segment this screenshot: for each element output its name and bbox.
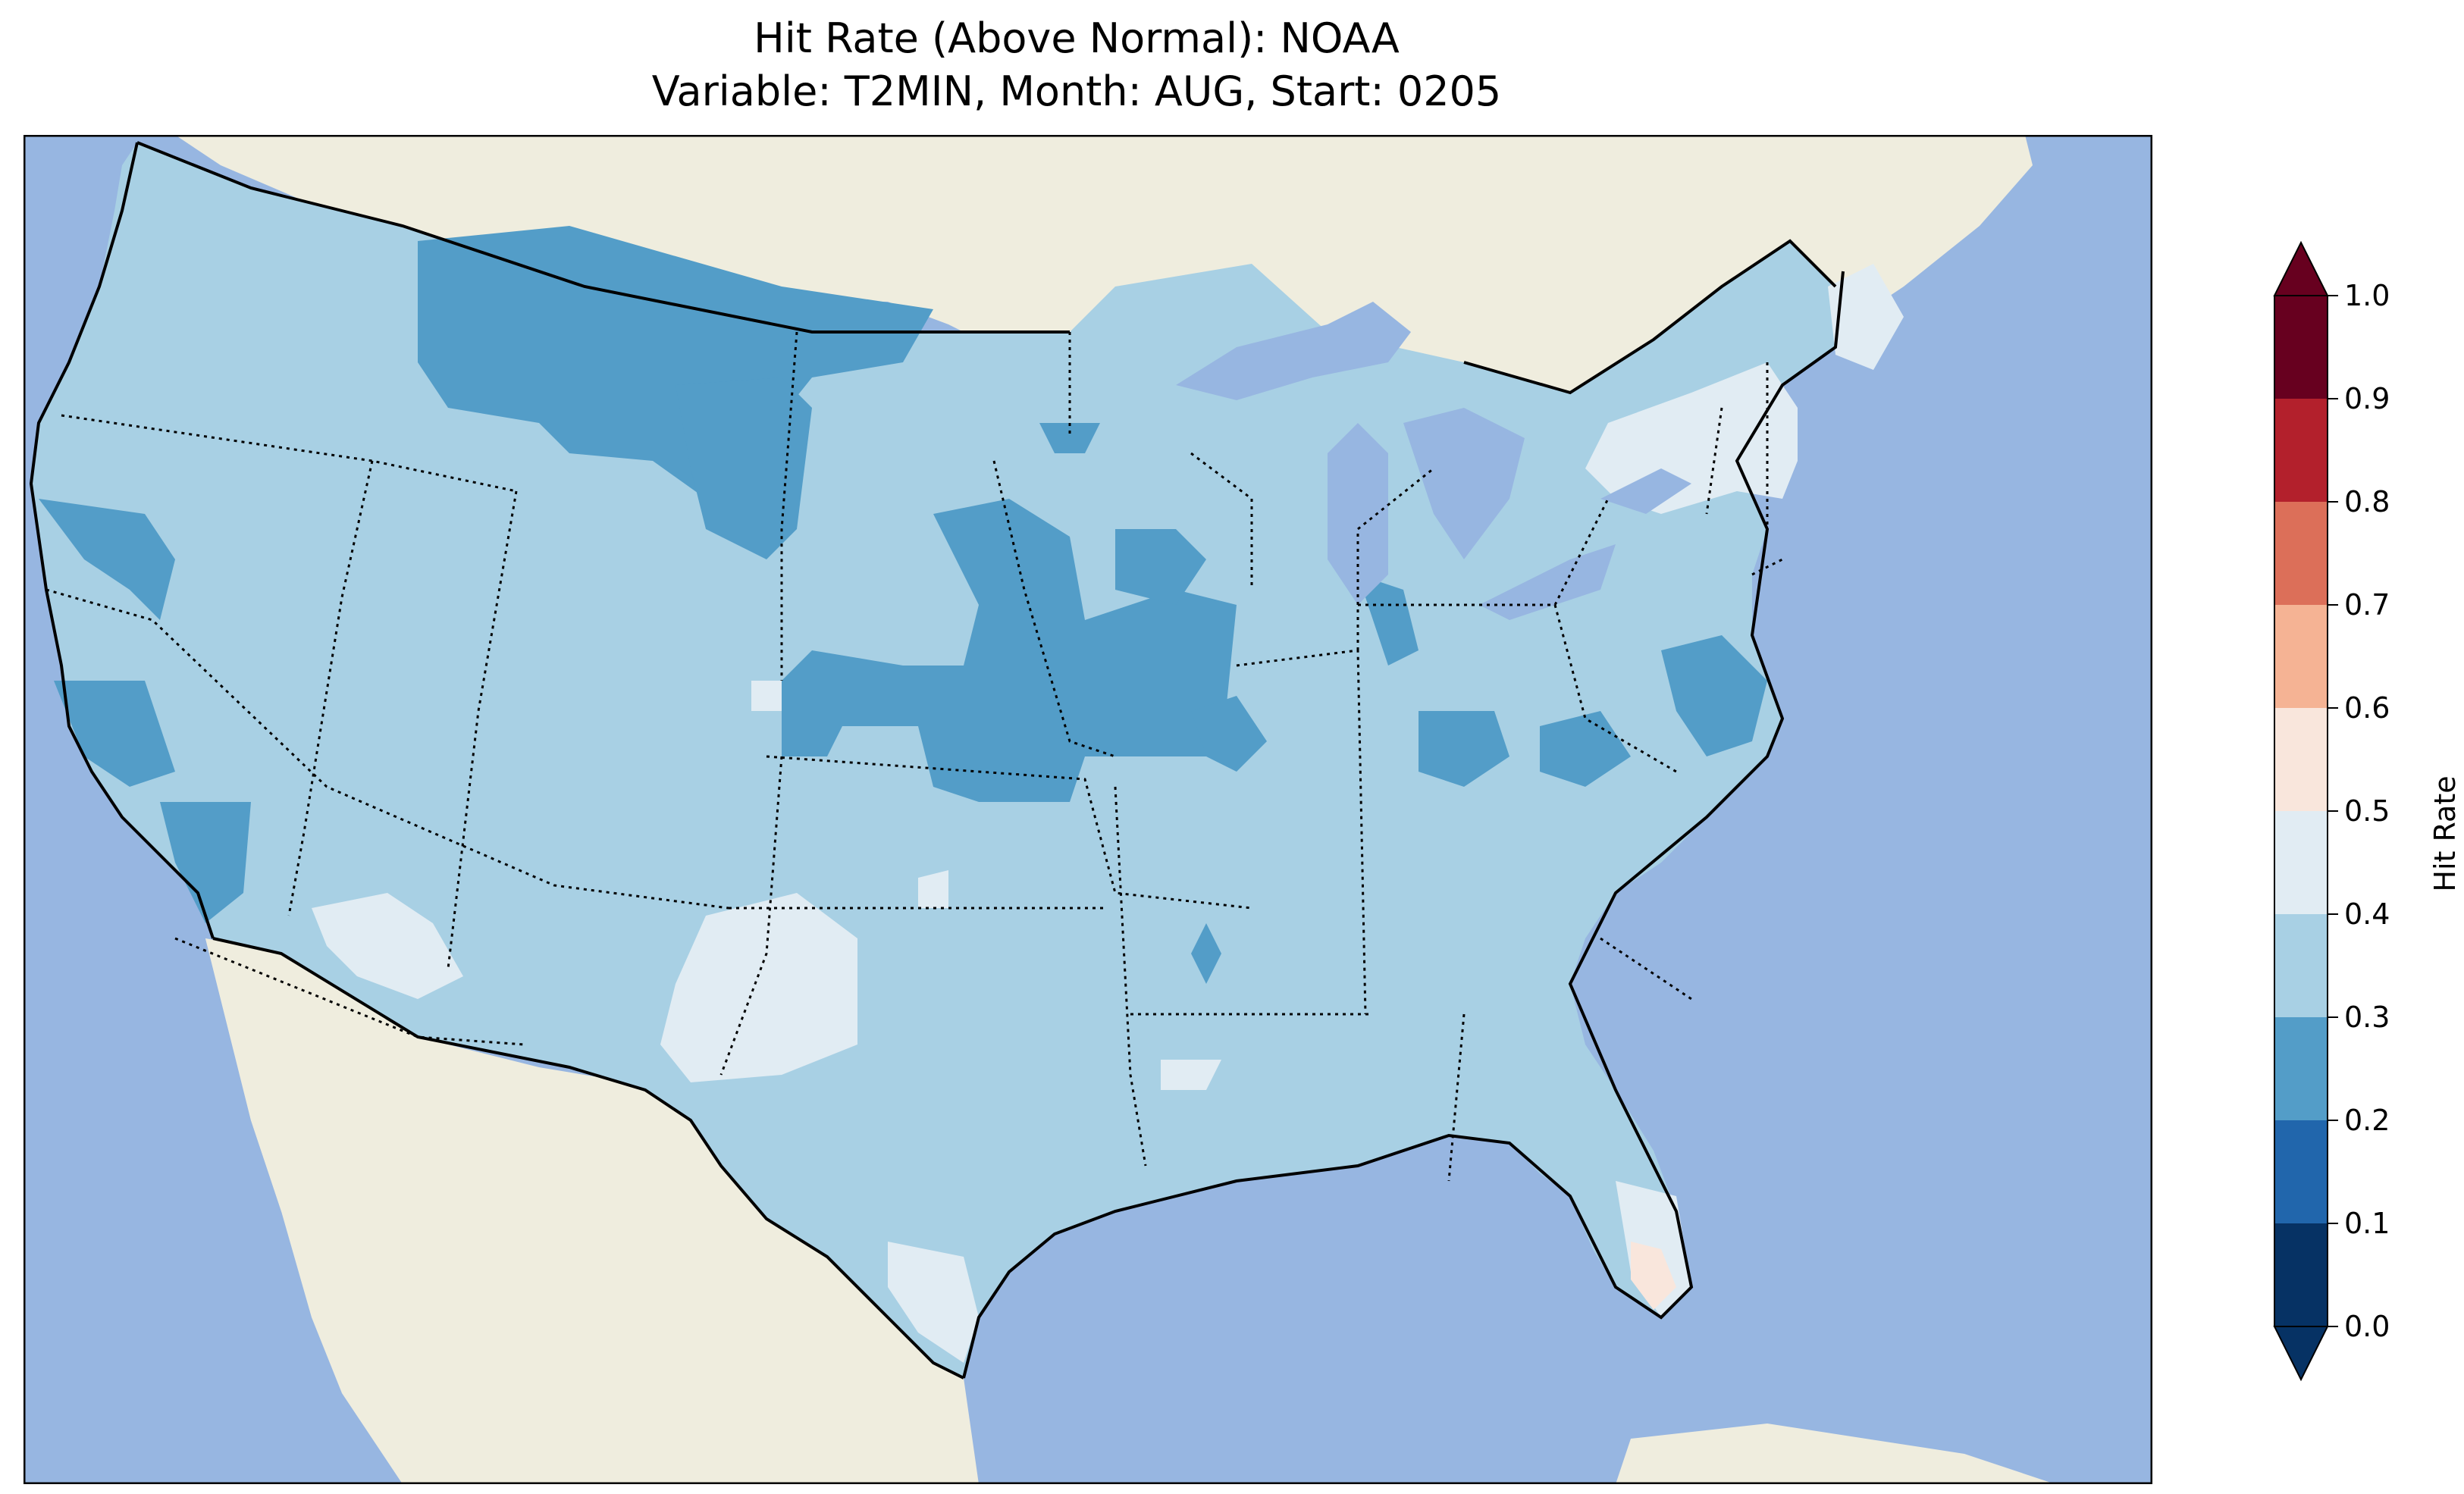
colorbar-bin-0.2-0.3 (2274, 1017, 2328, 1120)
colorbar-bin-0.1-0.2 (2274, 1120, 2328, 1223)
colorbar-bin-0.6-0.7 (2274, 605, 2328, 708)
colorbar-bin-0.9-1 (2274, 296, 2328, 399)
colorbar-bin-0.7-0.8 (2274, 502, 2328, 605)
chart-title-line-1: Hit Rate (Above Normal): NOAA (754, 14, 1400, 62)
colorbar-bin-0.8-0.9 (2274, 399, 2328, 502)
colorbar-extend-max (2273, 240, 2329, 296)
colorbar-bin-0.4-0.5 (2274, 811, 2328, 914)
colorbar-bin-0.3-0.4 (2274, 914, 2328, 1017)
hit-rate-0.2-0.3-patches (39, 226, 1767, 984)
colorbar-label: Hit Rate (2428, 775, 2462, 891)
colorbar-tick-label: 0.0 (2344, 1310, 2390, 1343)
hit-rate-0.5-0.6-patch (1631, 1242, 1676, 1310)
colorbar-bins (2273, 240, 2329, 1382)
state-borders (45, 331, 1783, 1182)
colorbar-extend-min (2273, 1326, 2329, 1382)
colorbar-tick-label: 0.9 (2344, 382, 2390, 415)
colorbar-ticks: 0.0 0.1 0.2 0.3 0.4 0.5 0.6 0.7 0.8 0.9 1.0 (2328, 279, 2390, 1343)
colorbar-bin-0-0.1 (2274, 1223, 2328, 1326)
colorbar-tick-label: 0.8 (2344, 485, 2390, 518)
colorbar-tick-label: 0.5 (2344, 794, 2390, 828)
cuba-land (1616, 1424, 2055, 1484)
borders-coastlines (29, 141, 1845, 1380)
baja-land (205, 938, 448, 1469)
colorbar-tick-label: 0.1 (2344, 1207, 2390, 1240)
chart-title-line-2: Variable: T2MIN, Month: AUG, Start: 0205 (651, 67, 1502, 115)
colorbar-tick-label: 0.7 (2344, 588, 2390, 622)
colorbar: 0.0 0.1 0.2 0.3 0.4 0.5 0.6 0.7 0.8 0.9 1.0 Hit Ra… (2273, 240, 2462, 1382)
map-panel (24, 135, 2152, 1484)
map-frame (24, 135, 2152, 1484)
colorbar-tick-label: 1.0 (2344, 279, 2390, 312)
colorbar-tick-label: 0.2 (2344, 1104, 2390, 1137)
colorbar-bin-0.5-0.6 (2274, 708, 2328, 811)
colorbar-tick-label: 0.3 (2344, 1001, 2390, 1034)
great-lakes (1176, 302, 1691, 620)
colorbar-tick-label: 0.6 (2344, 691, 2390, 725)
colorbar-tick-label: 0.4 (2344, 897, 2390, 931)
